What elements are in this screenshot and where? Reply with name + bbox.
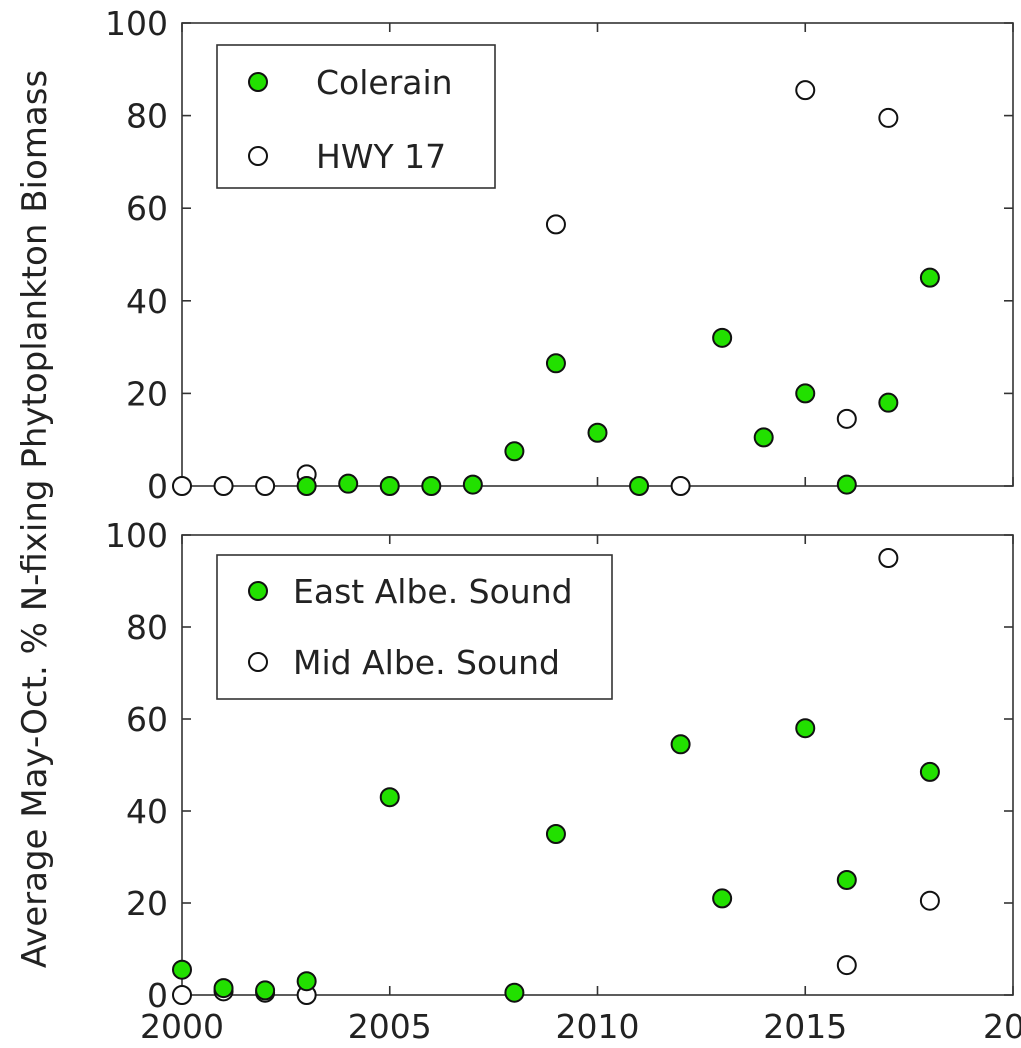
data-point-filled: [670, 734, 691, 755]
legend-label: Colerain: [316, 63, 453, 102]
data-point-filled: [753, 427, 774, 448]
data-point-filled: [795, 383, 816, 404]
data-point-open: [255, 476, 276, 496]
data-point-filled: [255, 980, 276, 1001]
panel-bottom: 0 20 40 60 80 100 2000 2005 2010 2015 20 East Albe.…: [105, 516, 1021, 1046]
legend-label: HWY 17: [316, 137, 446, 176]
data-point-filled: [296, 971, 317, 992]
legend-box: [216, 554, 613, 700]
legend: East Albe. Sound Mid Albe. Sound: [216, 554, 613, 700]
y-tick-label: 80: [126, 608, 168, 647]
y-tick-label: 0: [147, 976, 168, 1015]
y-tick-label: 100: [105, 516, 168, 555]
x-tick-label: 2015: [763, 1007, 847, 1046]
data-point-open: [878, 107, 899, 128]
data-point-filled: [712, 888, 733, 909]
data-point-filled: [462, 474, 483, 495]
x-tick-label: 2010: [556, 1007, 640, 1046]
data-point-filled: [629, 476, 650, 496]
x-tick-label: 2005: [348, 1007, 432, 1046]
data-point-filled: [878, 392, 899, 413]
data-point-open: [878, 548, 899, 568]
data-point-filled: [421, 476, 442, 496]
data-point-open: [670, 476, 691, 496]
data-point-open: [172, 476, 192, 496]
data-point-filled: [545, 824, 566, 844]
x-tick-label: 20: [983, 1007, 1021, 1046]
y-tick-label: 80: [126, 97, 168, 136]
y-tick-label: 0: [147, 467, 168, 506]
data-point-open: [172, 985, 192, 1005]
data-point-open: [213, 476, 234, 496]
data-point-open: [795, 80, 816, 101]
data-point-filled: [379, 787, 400, 808]
data-point-filled: [504, 441, 525, 462]
data-point-filled: [172, 959, 192, 980]
data-point-filled: [919, 761, 940, 782]
legend-marker: [248, 146, 268, 166]
legend-label: East Albe. Sound: [293, 572, 573, 611]
data-point-filled: [296, 476, 317, 496]
legend-marker: [248, 72, 268, 92]
legend-marker: [248, 652, 268, 672]
y-tick-label: 20: [126, 374, 168, 413]
data-point-open: [919, 890, 940, 911]
y-tick-label: 60: [126, 700, 168, 739]
y-tick-label: 100: [105, 4, 168, 43]
data-point-open: [836, 408, 857, 429]
data-point-filled: [712, 327, 733, 348]
data-point-filled: [379, 476, 400, 496]
y-tick-label: 20: [126, 884, 168, 923]
y-tick-label: 40: [126, 792, 168, 831]
y-tick-label: 40: [126, 282, 168, 321]
x-tick-label: 2000: [140, 1007, 224, 1046]
legend-label: Mid Albe. Sound: [293, 643, 560, 682]
legend-marker: [248, 581, 268, 601]
data-point-open: [836, 955, 857, 976]
data-point-filled: [836, 870, 857, 890]
y-axis-label: Average May-Oct. % N-fixing Phytoplankto…: [15, 70, 55, 968]
data-point-filled: [836, 474, 857, 495]
data-point-filled: [587, 422, 608, 443]
panel-top: 0 20 40 60 80 100 Colerain HWY 17: [105, 4, 1014, 506]
legend: Colerain HWY 17: [216, 44, 496, 189]
data-point-filled: [795, 718, 816, 739]
data-point-filled: [213, 978, 234, 999]
data-point-filled: [919, 267, 940, 288]
data-point-filled: [338, 473, 359, 494]
data-point-filled: [545, 353, 566, 374]
data-point-filled: [504, 982, 525, 1003]
data-point-open: [545, 214, 566, 235]
y-tick-label: 60: [126, 189, 168, 228]
